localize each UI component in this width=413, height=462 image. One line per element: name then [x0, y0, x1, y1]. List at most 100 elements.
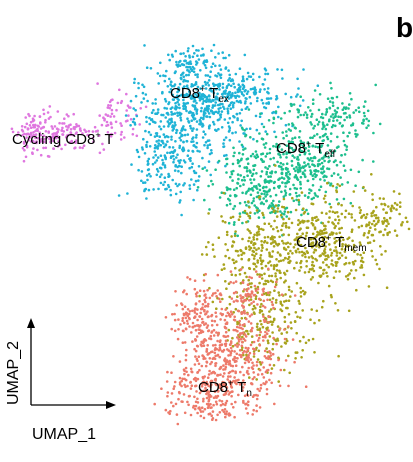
- cell-point: [325, 110, 329, 113]
- cell-point: [268, 188, 272, 191]
- cell-point: [299, 95, 303, 98]
- cluster-labels: Cycling CD8+ T CD8+ Tex CD8+ Teff CD8+ T…: [12, 84, 367, 399]
- cell-point: [264, 195, 268, 198]
- cell-point: [34, 133, 38, 136]
- cell-point: [192, 198, 195, 202]
- cell-point: [307, 142, 310, 145]
- cell-point: [238, 323, 242, 327]
- cell-point: [93, 125, 97, 129]
- cell-point: [211, 344, 215, 347]
- cell-point: [187, 149, 190, 152]
- cell-point: [163, 97, 167, 101]
- cell-point: [223, 381, 226, 385]
- cell-point: [227, 53, 231, 57]
- cell-point: [232, 114, 235, 118]
- cell-point: [203, 80, 207, 84]
- cell-point: [285, 299, 288, 303]
- cell-point: [172, 160, 175, 164]
- cell-point: [181, 134, 184, 137]
- cell-point: [313, 164, 317, 168]
- cell-point: [34, 136, 37, 140]
- cell-point: [254, 289, 258, 293]
- cell-point: [278, 271, 282, 274]
- cell-point: [240, 317, 244, 320]
- cell-point: [335, 163, 339, 167]
- cell-point: [312, 251, 316, 254]
- cell-point: [253, 86, 257, 89]
- cell-point: [211, 300, 215, 304]
- cell-point: [328, 118, 331, 121]
- cell-point: [255, 128, 259, 132]
- cell-point: [249, 171, 252, 174]
- cell-point: [227, 393, 231, 396]
- cell-point: [286, 241, 290, 245]
- cell-point: [158, 74, 162, 78]
- cell-point: [378, 267, 381, 271]
- cell-point: [338, 270, 341, 273]
- cell-point: [180, 171, 183, 175]
- cell-point: [262, 216, 266, 219]
- cell-point: [199, 414, 203, 418]
- cell-point: [156, 170, 160, 173]
- cell-point: [269, 308, 273, 311]
- cell-point: [254, 150, 258, 153]
- cell-point: [332, 119, 335, 122]
- cell-point: [272, 267, 276, 271]
- cell-point: [268, 363, 272, 367]
- cell-point: [202, 397, 205, 401]
- cell-point: [258, 188, 262, 192]
- cell-point: [255, 248, 258, 252]
- cell-point: [204, 364, 208, 368]
- cell-point: [234, 96, 237, 99]
- cell-point: [25, 144, 29, 147]
- cell-point: [193, 407, 197, 411]
- cell-point: [248, 236, 251, 240]
- cell-point: [221, 51, 224, 54]
- cell-point: [214, 362, 217, 365]
- cell-point: [69, 131, 73, 135]
- cell-point: [311, 241, 315, 244]
- cell-point: [272, 121, 275, 125]
- cell-point: [231, 240, 235, 243]
- cell-point: [295, 351, 299, 354]
- cell-point: [107, 104, 110, 107]
- cell-point: [206, 288, 209, 292]
- cell-point: [200, 406, 204, 410]
- cell-point: [204, 83, 208, 86]
- cell-point: [55, 127, 59, 130]
- cell-point: [368, 229, 371, 233]
- cell-point: [197, 49, 200, 52]
- cell-point: [65, 125, 68, 128]
- cell-point: [207, 139, 211, 142]
- cell-point: [299, 113, 303, 117]
- cell-point: [185, 73, 188, 77]
- cell-point: [223, 107, 226, 110]
- cell-point: [265, 97, 269, 100]
- cell-point: [280, 190, 283, 194]
- cell-point: [234, 266, 237, 270]
- cell-point: [183, 411, 187, 415]
- cell-point: [287, 123, 291, 126]
- cell-point: [362, 119, 365, 122]
- cell-point: [295, 331, 299, 335]
- cell-point: [119, 138, 123, 141]
- cell-point: [238, 112, 242, 115]
- cell-point: [344, 275, 348, 278]
- cell-point: [177, 103, 181, 106]
- cell-point: [197, 362, 201, 366]
- cell-point: [221, 219, 225, 223]
- cell-point: [252, 137, 255, 141]
- cell-point: [293, 175, 297, 179]
- cell-point: [213, 378, 217, 381]
- cell-point: [212, 99, 215, 102]
- cell-point: [219, 106, 222, 110]
- cell-point: [307, 106, 310, 109]
- cell-point: [344, 209, 348, 213]
- cell-point: [256, 287, 260, 291]
- cell-point: [201, 85, 205, 88]
- cell-point: [252, 408, 255, 412]
- cell-point: [234, 400, 237, 404]
- cell-point: [262, 197, 266, 200]
- cell-point: [155, 159, 159, 162]
- cell-point: [384, 249, 387, 253]
